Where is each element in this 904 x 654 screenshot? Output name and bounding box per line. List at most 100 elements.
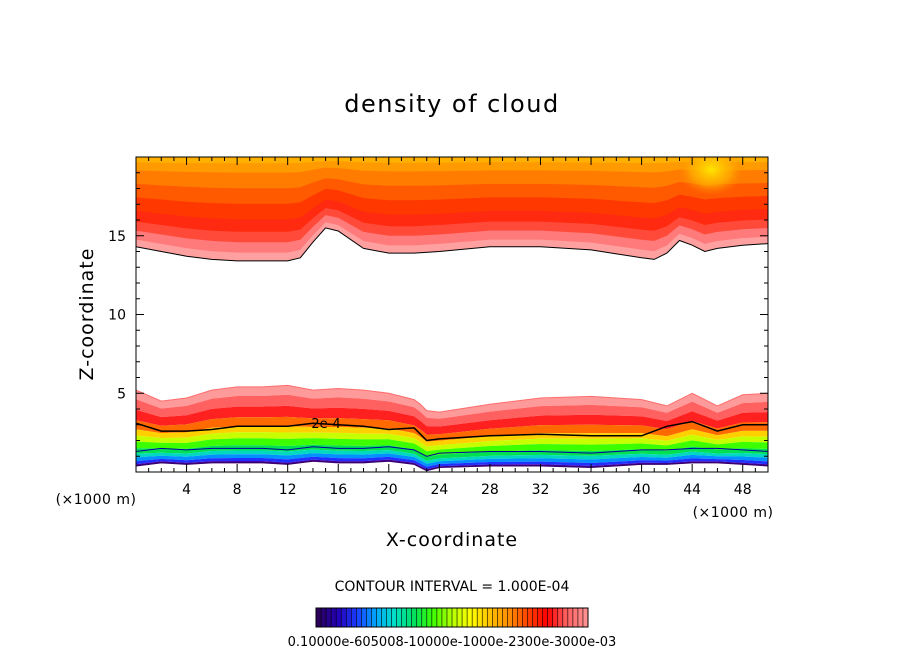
colorbar-cell (406, 608, 413, 627)
lower-cloud-band-10 (136, 456, 768, 470)
upper-cloud-hotspot (677, 157, 746, 196)
colorbar-cell (557, 608, 564, 627)
colorbar-cell (426, 608, 433, 627)
x-axis-title: X-coordinate (386, 529, 518, 551)
lower-cloud-band-0 (136, 385, 768, 419)
colorbar-cell (477, 608, 483, 627)
upper-cloud-boundary-contour (136, 227, 768, 262)
x-tick-label: 20 (380, 482, 398, 498)
y-axis: 5 10 15 (108, 172, 768, 457)
x-tick-label: 28 (481, 482, 499, 498)
x-tick-label: 48 (734, 482, 752, 498)
colorbar-cell (457, 608, 463, 627)
colorbar-cell (341, 608, 347, 627)
colorbar-cell (356, 608, 362, 627)
colorbar-cell (401, 608, 408, 627)
y-tick-label: 5 (117, 386, 126, 402)
colorbar-cell (316, 608, 322, 627)
colorbar-cell (582, 608, 589, 627)
x-tick-label: 40 (633, 482, 651, 498)
colorbar-frame (315, 607, 589, 628)
x-unit-right-label: (×1000 m) (693, 505, 774, 521)
colorbar-cell (336, 608, 342, 627)
colorbar-cell (386, 608, 392, 627)
colorbar-cell (416, 608, 423, 627)
colorbar-cell (502, 608, 508, 627)
colorbar-cell (497, 608, 503, 627)
lower-cloud-band-5 (136, 432, 768, 452)
lower-cloud-band-4 (136, 426, 768, 447)
colorbar-cell (492, 608, 498, 627)
colorbar-cell (512, 608, 518, 627)
colorbar-cell (411, 608, 418, 627)
x-tick-label: 44 (683, 482, 701, 498)
x-tick-label: 36 (582, 482, 600, 498)
colorbar-cell (507, 608, 513, 627)
colorbar-cell (371, 608, 377, 627)
lower-cloud-inner-contour (136, 446, 768, 457)
colorbar-cell (472, 608, 478, 627)
lower-cloud-band-1 (136, 394, 768, 427)
colorbar-cell (431, 608, 438, 627)
lower-cloud-band-6 (136, 438, 768, 457)
colorbar-cell (537, 608, 544, 627)
lower-cloud-band-11 (136, 459, 768, 471)
colorbar-cell (366, 608, 372, 627)
colorbar-cell (321, 608, 327, 627)
colorbar-cell (517, 608, 523, 627)
colorbar-cell (361, 608, 367, 627)
colorbar-cell (446, 608, 453, 627)
colorbar-cell (436, 608, 443, 627)
contour-line-2e-4 (136, 420, 768, 442)
y-tick-label: 10 (108, 308, 126, 324)
colorbar-cell (552, 608, 559, 627)
colorbar-cell (421, 608, 428, 627)
y-axis-title: Z-coordinate (76, 248, 98, 381)
colorbar-tick-labels: 0.10000e-605008-10000e-1000e-2300e-3000e… (288, 635, 617, 650)
colorbar-cell (487, 608, 493, 627)
colorbar-cell (532, 608, 539, 627)
colorbar-cell (467, 608, 473, 627)
x-tick-label: 8 (233, 482, 242, 498)
colorbar-cell (577, 608, 584, 627)
colorbar-cell (462, 608, 468, 627)
contour-interval-text: CONTOUR INTERVAL = 1.000E-04 (335, 579, 570, 595)
x-axis: 4 8 12 16 20 24 28 32 36 40 44 48 (148, 157, 756, 498)
colorbar-cell (452, 608, 458, 627)
colorbar-cell (351, 608, 357, 627)
colorbar-cell (547, 608, 554, 627)
lower-cloud-band-9 (136, 453, 768, 467)
colorbar-cell (376, 608, 382, 627)
colorbar-cell (441, 608, 448, 627)
chart-title: density of cloud (344, 90, 559, 118)
colorbar-cell (562, 608, 569, 627)
colorbar-cell (396, 608, 403, 627)
x-tick-label: 24 (430, 482, 448, 498)
x-tick-label: 12 (279, 482, 297, 498)
y-tick-label: 15 (108, 229, 126, 245)
colorbar-cell (527, 608, 533, 627)
colorbar-cell (381, 608, 387, 627)
colorbar-cell (346, 608, 352, 627)
lower-cloud-band-3 (136, 416, 768, 442)
colorbar-cell (572, 608, 579, 627)
x-tick-label: 4 (182, 482, 191, 498)
lower-cloud-band-8 (136, 449, 768, 464)
lower-cloud-base-edge (136, 460, 768, 472)
colorbar-cell (522, 608, 528, 627)
x-unit-left-label: (×1000 m) (56, 492, 137, 508)
colorbar-cell (482, 608, 488, 627)
colorbar-cell (567, 608, 574, 627)
x-tick-label: 16 (329, 482, 347, 498)
colorbar-cell (391, 608, 397, 627)
colorbar (315, 607, 589, 628)
contour-label-2e-4: 2e-4 (311, 417, 340, 432)
colorbar-cell (542, 608, 549, 627)
density-field: 2e-4 (136, 157, 768, 472)
lower-cloud-band-2 (136, 405, 768, 435)
colorbar-cell (331, 608, 337, 627)
x-tick-label: 32 (532, 482, 550, 498)
colorbar-cell (326, 608, 332, 627)
